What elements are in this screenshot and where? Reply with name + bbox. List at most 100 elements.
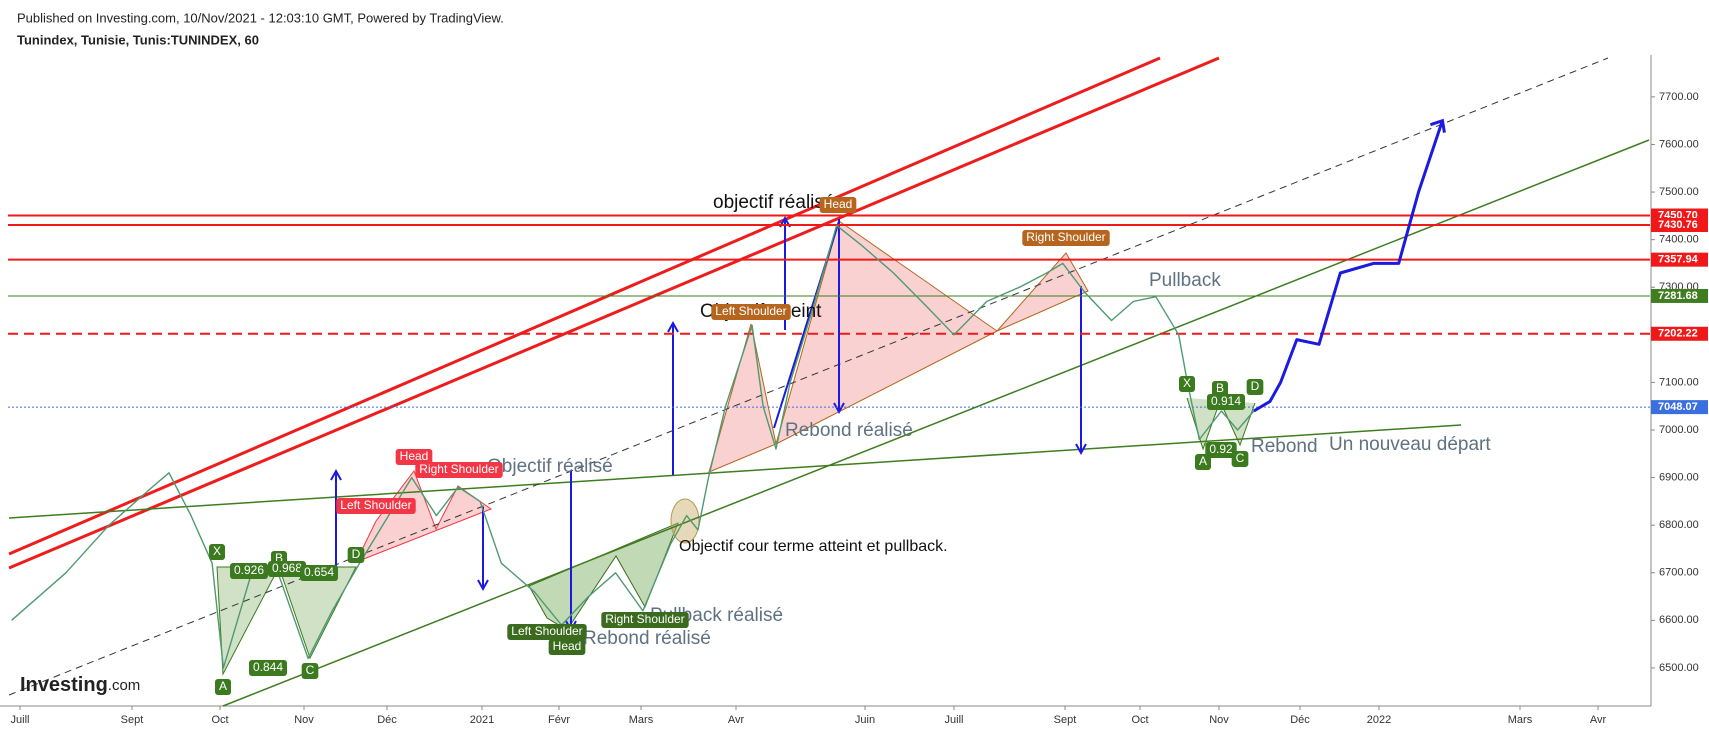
level-tag-label: 7202.22 xyxy=(1658,328,1698,340)
x-tick-label: Sept xyxy=(1054,714,1077,726)
trend-line xyxy=(222,139,1650,707)
annotation: Pullback xyxy=(1149,270,1221,291)
pattern-label-box xyxy=(1178,376,1196,392)
pattern-label-box xyxy=(1022,230,1110,246)
pattern-label: A xyxy=(1199,454,1207,468)
level-tag-label: 7357.94 xyxy=(1658,254,1699,266)
x-tick-label: 2021 xyxy=(470,714,494,726)
pattern-label-box xyxy=(1231,451,1249,467)
x-tick-label: Nov xyxy=(294,714,314,726)
y-tick-label: 7500.00 xyxy=(1659,186,1699,198)
trend-line xyxy=(8,56,1161,556)
hs-pattern xyxy=(528,522,679,631)
pattern-label: Left Shoulder xyxy=(340,498,411,512)
x-tick-label: Nov xyxy=(1209,714,1229,726)
pattern-label-box xyxy=(1206,394,1246,410)
annotation: Objectif cour terme atteint et pullback. xyxy=(679,538,948,555)
x-tick-label: Avr xyxy=(1590,714,1607,726)
x-tick-label: Avr xyxy=(728,714,745,726)
series xyxy=(8,118,1650,669)
level-tag xyxy=(1651,326,1708,341)
trend-line xyxy=(8,424,1462,519)
trend-line xyxy=(8,56,1220,570)
pattern-label: X xyxy=(1183,376,1191,390)
pattern-label-box xyxy=(336,498,416,514)
pattern-label: Head xyxy=(400,449,429,463)
arrows xyxy=(330,215,1087,633)
arrow xyxy=(833,219,845,415)
symbol: Tunindex, Tunisie, Tunis:TUNINDEX, 60 xyxy=(17,32,259,47)
pattern-label: D xyxy=(1251,379,1260,393)
annotation: Rebond réalisé xyxy=(785,420,913,441)
x-tick-label: Juill xyxy=(11,714,30,726)
pattern-label-box xyxy=(299,565,339,581)
y-tick-label: 7600.00 xyxy=(1659,138,1699,150)
pattern-label-box xyxy=(601,612,689,628)
pattern-label-box xyxy=(819,197,857,213)
y-tick-label: 6800.00 xyxy=(1659,519,1699,531)
pattern-label-box xyxy=(1205,442,1237,458)
y-tick-label: 7700.00 xyxy=(1659,91,1699,103)
pattern-label-box xyxy=(208,544,226,560)
annotation: Objectif réalisé xyxy=(487,456,613,477)
pattern-label: Right Shoulder xyxy=(1026,230,1105,244)
arrow xyxy=(1075,286,1087,456)
logo-brand: Investing xyxy=(20,674,108,696)
pattern-label: Head xyxy=(824,197,853,211)
pattern-label-box xyxy=(711,304,791,320)
y-tick-label: 6500.00 xyxy=(1659,662,1699,674)
published: Published on Investing.com, 10/Nov/2021 … xyxy=(17,10,504,25)
pattern-label: Left Shoulder xyxy=(715,304,786,318)
trend-line xyxy=(8,57,1609,696)
level-tag-label: 7281.68 xyxy=(1658,290,1698,302)
x-tick-label: Mars xyxy=(629,714,654,726)
price-line xyxy=(1253,120,1444,413)
pattern-label: 0.926 xyxy=(234,563,264,577)
annotation: Un nouveau départ xyxy=(1329,434,1491,455)
pattern-label: C xyxy=(1236,451,1245,465)
pattern-label: 0.914 xyxy=(1211,394,1241,408)
y-tick-label: 6600.00 xyxy=(1659,614,1699,626)
y-tick-label: 6900.00 xyxy=(1659,471,1699,483)
pattern-label-box xyxy=(1211,381,1229,397)
level-tag xyxy=(1651,218,1708,233)
y-tick-label: 7000.00 xyxy=(1659,424,1699,436)
arrow xyxy=(330,468,342,567)
pattern-label-box xyxy=(248,660,288,676)
annotation: Rebond xyxy=(1251,436,1318,457)
pattern-label: Right Shoulder xyxy=(605,612,684,626)
x-tick-label: Oct xyxy=(1131,714,1148,726)
annotation: objectif réalisé xyxy=(713,192,834,213)
x-tick-label: Mars xyxy=(1508,714,1533,726)
level-tag xyxy=(1651,400,1708,415)
pattern-label: 0.654 xyxy=(304,565,334,579)
hs-pattern xyxy=(708,323,777,473)
pattern-label: Right Shoulder xyxy=(419,462,498,476)
pattern-label-box xyxy=(395,449,433,465)
arrow xyxy=(477,507,489,592)
pattern-label: 0.92 xyxy=(1209,442,1233,456)
pattern-label-box xyxy=(548,639,586,655)
x-tick-label: Déc xyxy=(1290,714,1310,726)
pattern-label-box xyxy=(507,624,587,640)
pattern-label: B xyxy=(275,551,283,565)
pattern-label: Head xyxy=(553,639,582,653)
level-tag xyxy=(1651,288,1708,303)
arrow-head xyxy=(1429,118,1446,133)
pattern-label-box xyxy=(214,679,232,695)
y-tick-label: 7100.00 xyxy=(1659,376,1699,388)
x-tick-label: Juill xyxy=(945,714,964,726)
x-tick-label: Oct xyxy=(211,714,228,726)
y-tick-label: 6700.00 xyxy=(1659,567,1699,579)
pattern-label-box xyxy=(267,561,307,577)
pattern-label-box xyxy=(1194,454,1212,470)
pattern-label: X xyxy=(213,544,221,558)
pattern-label: A xyxy=(219,679,227,693)
arrow xyxy=(667,320,679,475)
pattern-label: 0.844 xyxy=(253,660,283,674)
pattern-label: Left Shoulder xyxy=(511,624,582,638)
logo-suffix: .com xyxy=(108,677,141,694)
pattern-label-box xyxy=(229,563,269,579)
